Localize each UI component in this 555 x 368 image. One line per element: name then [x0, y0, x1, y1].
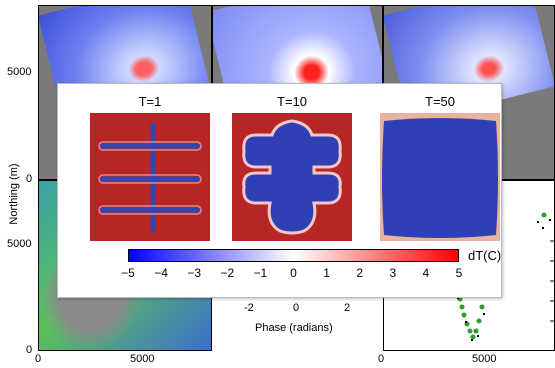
panel-t50 — [380, 113, 500, 241]
y-tick-0-bottom: 0 — [26, 344, 33, 356]
colorbar-tick: 5 — [455, 266, 463, 280]
x-tick-0-right: 0 — [378, 353, 385, 365]
colorbar-tick: −1 — [253, 266, 268, 280]
panel-t1 — [90, 113, 210, 241]
phase-axis-label: Phase (radians) — [255, 322, 333, 334]
colorbar — [128, 249, 459, 262]
x-tick-5000-left: 5000 — [130, 353, 155, 365]
y-tick-0-top: 0 — [26, 173, 33, 185]
y-tick-5000-bottom: 5000 — [7, 238, 32, 250]
colorbar-tick: −2 — [220, 266, 235, 280]
colorbar-tick: −3 — [187, 266, 202, 280]
scatter-marks — [457, 212, 555, 341]
colorbar-tick: 3 — [389, 266, 397, 280]
panel-label-t10: T=10 — [277, 94, 307, 109]
colorbar-tick: −5 — [121, 266, 135, 280]
colorbar-tick: 2 — [356, 266, 364, 280]
panel-t1-pattern — [98, 122, 202, 233]
colorbar-tick: −4 — [154, 266, 168, 280]
phase-tick-neg2: -2 — [244, 302, 254, 314]
panel-label-t50: T=50 — [425, 94, 455, 109]
y-tick-5000-top: 5000 — [7, 66, 32, 78]
black-series — [457, 219, 551, 341]
panel-t10 — [232, 113, 352, 241]
panel-label-t1: T=1 — [138, 94, 162, 109]
colorbar-label: dT(C) — [468, 248, 502, 263]
panel-t10-pattern — [242, 119, 342, 235]
x-tick-5000-right: 5000 — [472, 353, 497, 365]
phase-tick-2: 2 — [344, 302, 351, 314]
colorbar-tick: 0 — [290, 266, 297, 280]
colorbar-tick: 1 — [323, 266, 330, 280]
temperature-popup: T=1 T=10 T=50 — [57, 83, 502, 298]
panel-t50-pattern — [382, 118, 498, 238]
colorbar-tick: 4 — [422, 266, 430, 280]
phase-tick-0: 0 — [293, 302, 300, 314]
northing-axis-label: Northing (m) — [8, 163, 20, 225]
right-axis-ticks — [550, 240, 555, 322]
x-tick-0-left: 0 — [35, 353, 42, 365]
